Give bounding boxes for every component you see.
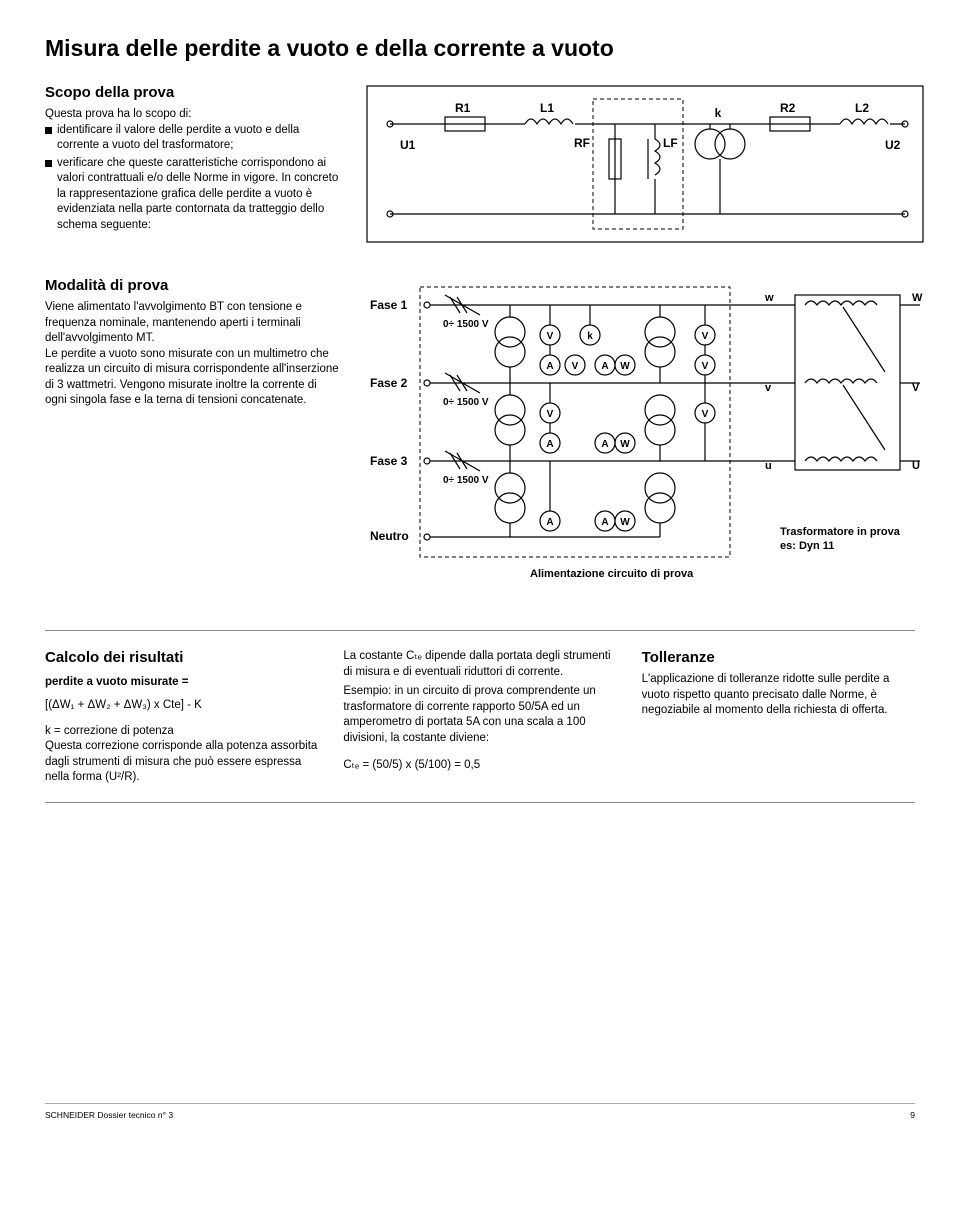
svg-text:U: U — [912, 460, 920, 472]
svg-text:V: V — [702, 331, 709, 342]
costante-p2: Esempio: in un circuito di prova compren… — [343, 684, 616, 746]
costante-formula: Cₜₑ = (50/5) x (5/100) = 0,5 — [343, 758, 616, 774]
svg-text:0÷ 1500 V: 0÷ 1500 V — [443, 475, 489, 486]
scopo-intro: Questa prova ha lo scopo di: — [45, 107, 340, 123]
tolleranze-heading: Tolleranze — [642, 649, 915, 666]
calcolo-ktext: k = correzione di potenza Questa correzi… — [45, 724, 318, 786]
costante-p1: La costante Cₜₑ dipende dalla portata de… — [343, 649, 616, 680]
label-k: k — [715, 106, 722, 120]
svg-text:Neutro: Neutro — [370, 529, 409, 543]
label-rf: RF — [574, 136, 590, 150]
label-l2: L2 — [855, 101, 869, 115]
svg-text:W: W — [620, 439, 630, 450]
svg-text:W: W — [620, 361, 630, 372]
bullet-text: verificare che queste caratteristiche co… — [57, 156, 340, 234]
label-u2: U2 — [885, 138, 901, 152]
svg-text:W: W — [912, 292, 923, 304]
svg-text:A: A — [546, 361, 553, 372]
row-modalita: Modalità di prova Viene alimentato l'avv… — [45, 277, 915, 602]
calcolo-formula: [(ΔW₁ + ΔW₂ + ΔW₃) x Cte] - K — [45, 698, 318, 714]
svg-text:es: Dyn 11: es: Dyn 11 — [780, 540, 834, 552]
label-lf: LF — [663, 136, 678, 150]
row-scopo: Scopo della prova Questa prova ha lo sco… — [45, 84, 915, 249]
footer-right: 9 — [910, 1110, 915, 1120]
svg-text:k: k — [587, 331, 593, 342]
svg-text:W: W — [620, 517, 630, 528]
modalita-heading: Modalità di prova — [45, 277, 340, 294]
bullet-text: identificare il valore delle perdite a v… — [57, 123, 340, 154]
calcolo-subhead: perdite a vuoto misurate = — [45, 676, 318, 688]
svg-text:Trasformatore in prova: Trasformatore in prova — [780, 526, 901, 538]
page-footer: SCHNEIDER Dossier tecnico n° 3 9 — [45, 1103, 915, 1120]
circuit-diagram-1: U1 U2 R1 L1 RF LF — [365, 84, 925, 244]
label-l1: L1 — [540, 101, 554, 115]
svg-text:0÷ 1500 V: 0÷ 1500 V — [443, 397, 489, 408]
divider — [45, 630, 915, 631]
svg-text:Fase 1: Fase 1 — [370, 298, 408, 312]
svg-text:V: V — [547, 409, 554, 420]
variac-3: 0÷ 1500 V — [443, 451, 489, 486]
svg-text:w: w — [764, 292, 774, 304]
scopo-heading: Scopo della prova — [45, 84, 340, 101]
svg-text:A: A — [546, 517, 553, 528]
svg-text:V: V — [572, 361, 579, 372]
svg-text:A: A — [601, 517, 608, 528]
svg-text:V: V — [702, 409, 709, 420]
modalita-text: Viene alimentato l'avvolgimento BT con t… — [45, 300, 340, 409]
bullet-2: verificare che queste caratteristiche co… — [45, 156, 340, 234]
svg-text:Alimentazione circuito di prov: Alimentazione circuito di prova — [530, 568, 694, 580]
svg-text:v: v — [765, 382, 772, 394]
svg-text:A: A — [601, 439, 608, 450]
calcolo-heading: Calcolo dei risultati — [45, 649, 318, 666]
svg-text:u: u — [765, 460, 772, 472]
label-r2: R2 — [780, 101, 796, 115]
bullet-1: identificare il valore delle perdite a v… — [45, 123, 340, 154]
page-title: Misura delle perdite a vuoto e della cor… — [45, 35, 915, 62]
label-u1: U1 — [400, 138, 416, 152]
circuit-diagram-2: Fase 1 Fase 2 Fase 3 Neutro 0÷ 1500 V — [365, 277, 925, 597]
tolleranze-text: L'applicazione di tolleranze ridotte sul… — [642, 672, 915, 719]
svg-text:V: V — [702, 361, 709, 372]
variac-2: 0÷ 1500 V — [443, 373, 489, 408]
svg-text:Fase 2: Fase 2 — [370, 376, 408, 390]
svg-text:Fase 3: Fase 3 — [370, 454, 408, 468]
svg-text:A: A — [601, 361, 608, 372]
square-bullet-icon — [45, 127, 52, 134]
svg-text:A: A — [546, 439, 553, 450]
svg-text:V: V — [547, 331, 554, 342]
svg-text:0÷ 1500 V: 0÷ 1500 V — [443, 319, 489, 330]
label-r1: R1 — [455, 101, 471, 115]
row-calcolo: Calcolo dei risultati perdite a vuoto mi… — [45, 649, 915, 803]
square-bullet-icon — [45, 160, 52, 167]
footer-left: SCHNEIDER Dossier tecnico n° 3 — [45, 1110, 173, 1120]
svg-text:V: V — [912, 382, 920, 394]
variac-1: 0÷ 1500 V — [443, 295, 489, 330]
